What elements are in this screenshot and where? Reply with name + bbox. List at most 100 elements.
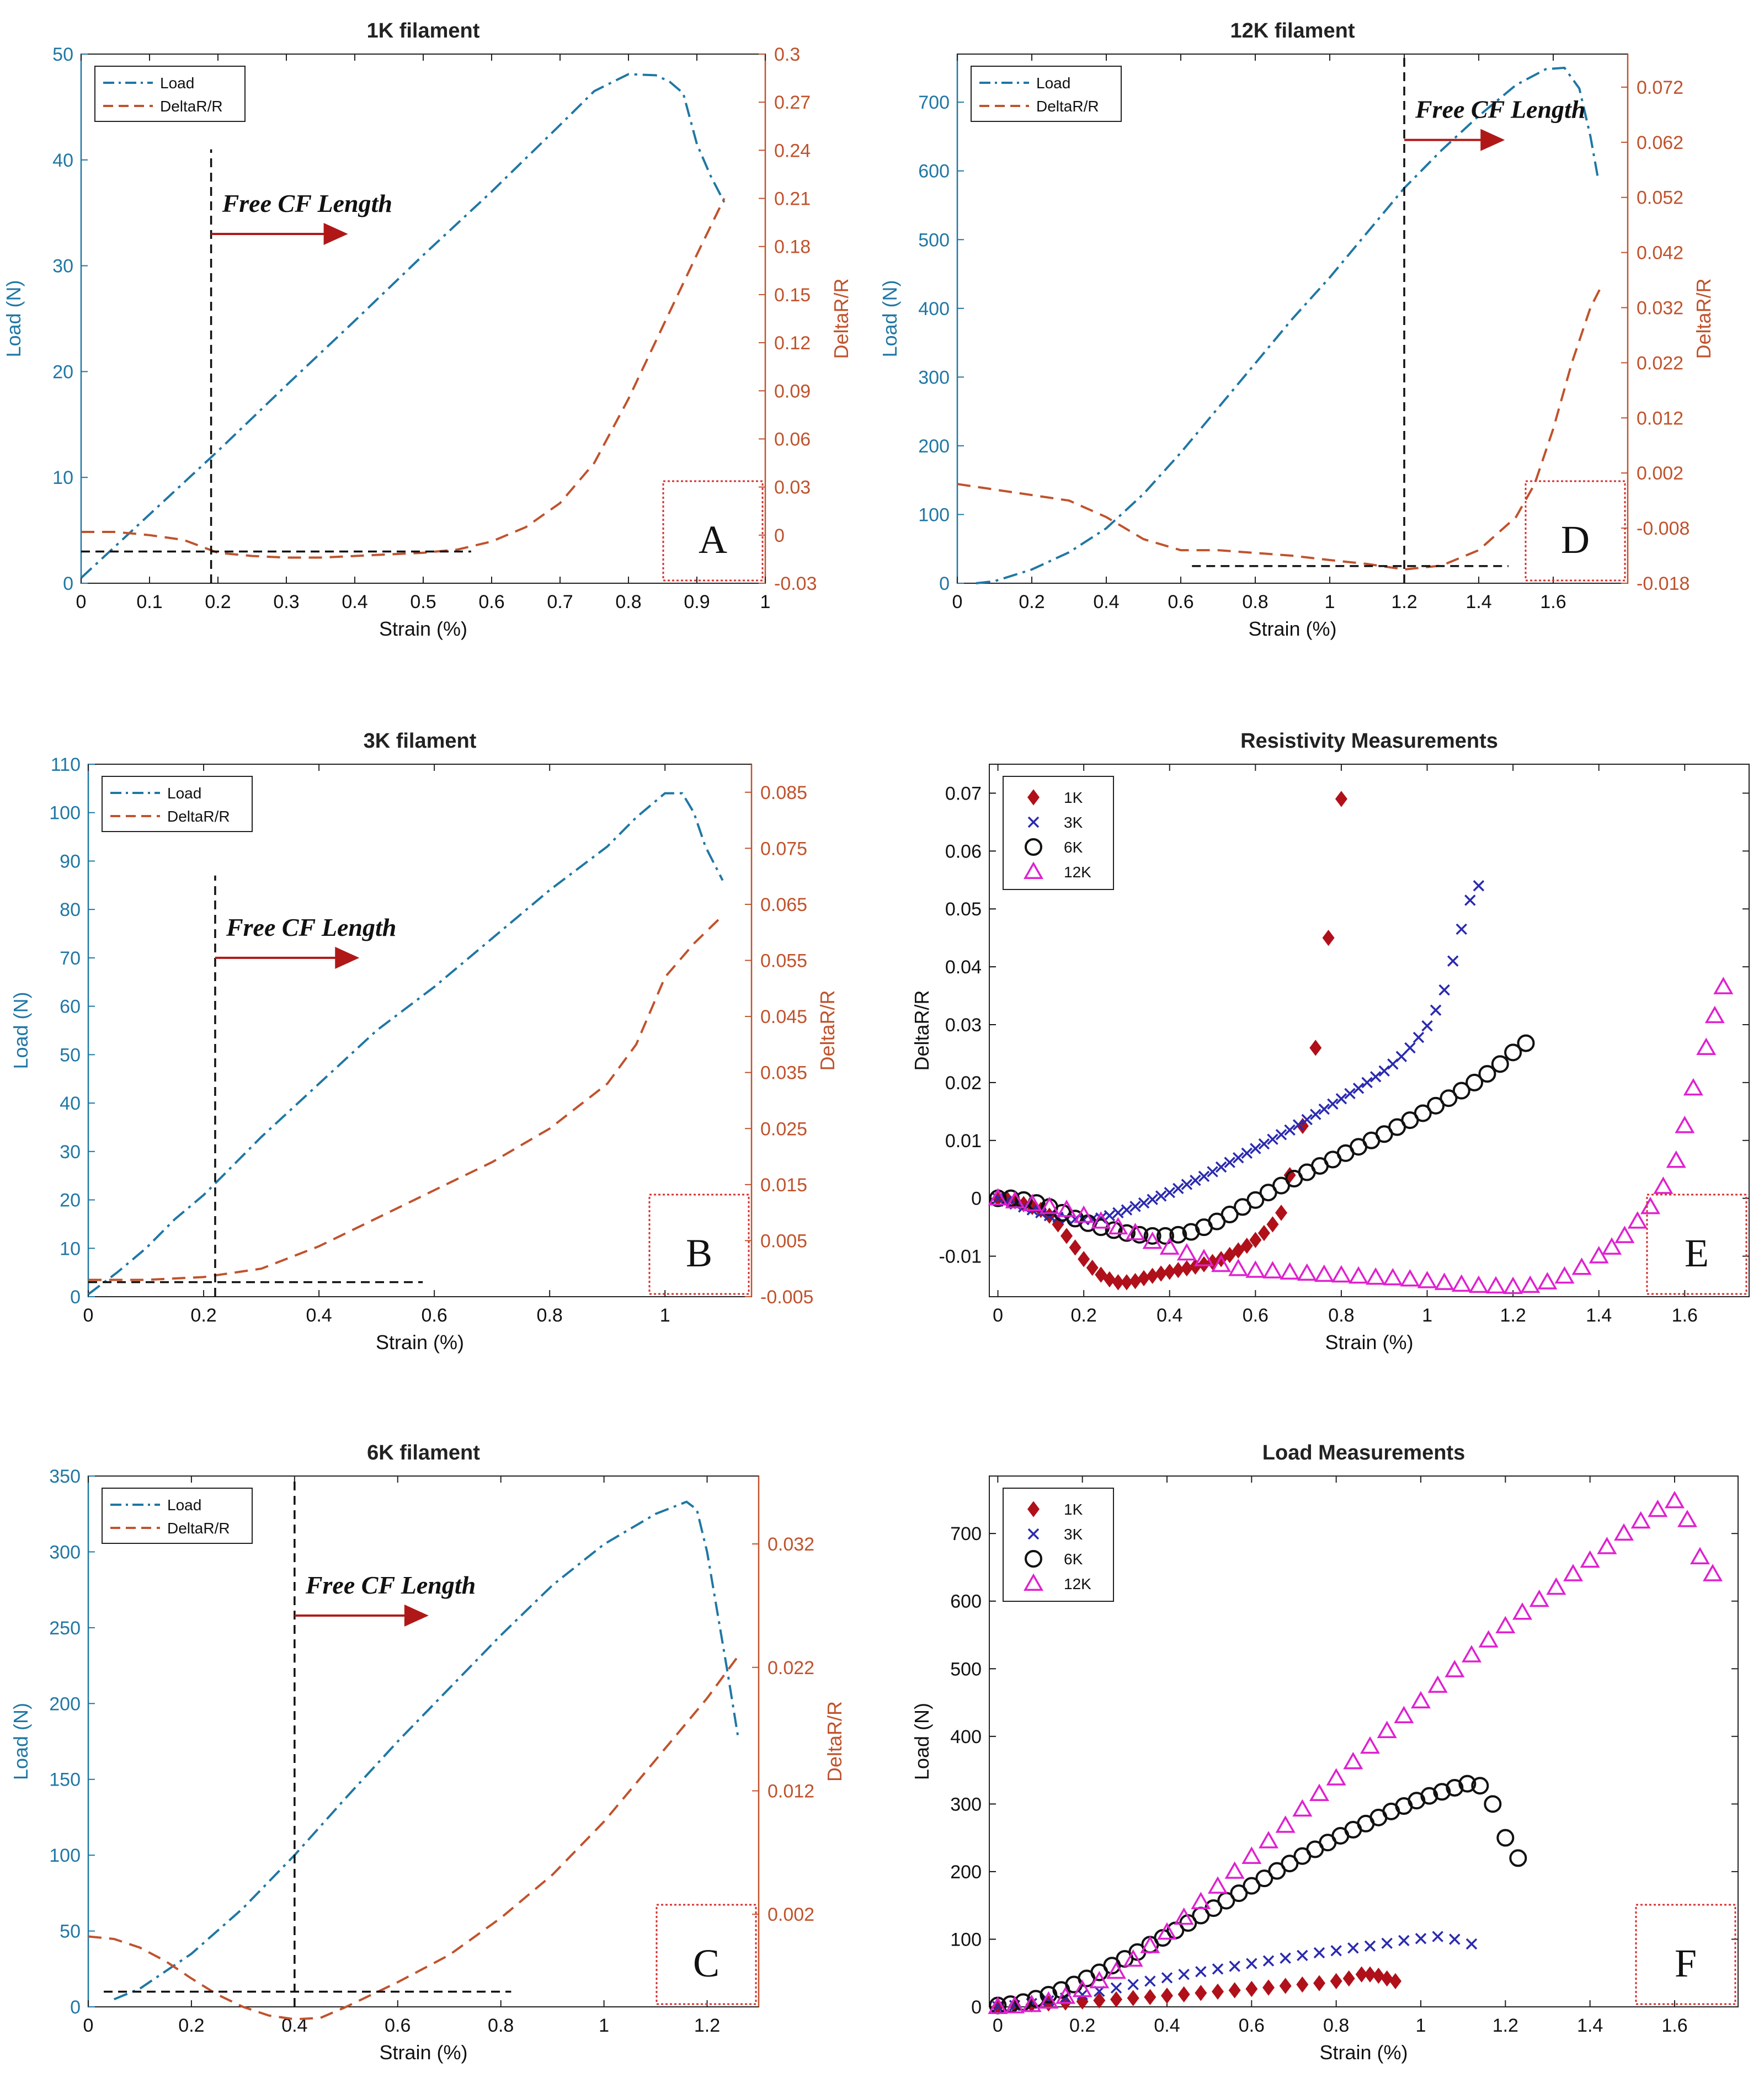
y-tick-label: 0 <box>70 1287 81 1308</box>
data-point <box>1221 1206 1239 1224</box>
data-point <box>1630 1511 1651 1529</box>
data-point <box>1420 1787 1438 1805</box>
data-point <box>1309 1040 1322 1056</box>
data-point <box>1228 1982 1241 1999</box>
y-tick-label: 50 <box>52 44 73 65</box>
x-tick-label: 0.8 <box>488 2015 514 2036</box>
x-tick-label: 1.4 <box>1586 1305 1612 1326</box>
data-point <box>1313 1975 1325 1991</box>
y-tick-label: 100 <box>918 504 950 525</box>
legend-label-1k: 1K <box>1064 1501 1083 1518</box>
x-tick-label: 1 <box>1422 1305 1432 1326</box>
y-tick-label: 600 <box>918 161 950 182</box>
legend-marker-6k <box>1025 1550 1042 1568</box>
y-tick-label: 0.06 <box>945 841 982 862</box>
panel-letter: E <box>1685 1231 1709 1275</box>
y-tick-label: 300 <box>950 1794 982 1815</box>
data-point <box>1355 1966 1368 1983</box>
data-point <box>1078 1251 1090 1267</box>
series-line-load <box>976 66 1599 584</box>
data-point <box>1413 1031 1425 1043</box>
y-right-tick-label: 0.24 <box>774 140 811 161</box>
x-tick-label: 0.2 <box>178 2015 204 2036</box>
x-axis-label: Strain (%) <box>379 617 467 640</box>
y-right-tick-label: 0.065 <box>760 894 807 915</box>
data-point <box>1335 1093 1347 1105</box>
legend-load-label: Load <box>167 785 201 802</box>
data-point <box>1589 1246 1609 1264</box>
y-right-tick-label: -0.03 <box>774 573 817 594</box>
y-tick-label: 0.04 <box>945 957 982 978</box>
data-point <box>1262 1979 1275 1996</box>
data-point <box>1331 1265 1351 1283</box>
data-point <box>1445 1660 1465 1677</box>
data-point <box>1627 1211 1648 1229</box>
y-tick-label: 20 <box>52 361 73 382</box>
x-axis-label: Strain (%) <box>1325 1331 1413 1354</box>
data-point <box>1417 1271 1437 1288</box>
x-tick-label: 1.2 <box>694 2015 720 2036</box>
data-point <box>1215 1161 1227 1173</box>
data-point <box>1364 1966 1376 1983</box>
data-point <box>1495 1616 1516 1634</box>
data-point <box>1309 1783 1330 1801</box>
data-point <box>1648 1499 1668 1517</box>
data-point <box>1241 1846 1262 1864</box>
series-line-deltar <box>957 285 1603 571</box>
y-tick-label: 0.01 <box>945 1131 982 1152</box>
x-tick-label: 0 <box>83 1305 94 1326</box>
legend-box <box>971 66 1122 122</box>
data-point <box>1091 1211 1111 1229</box>
data-point <box>1178 1968 1190 1980</box>
y-tick-label: 0 <box>971 1189 982 1210</box>
data-point <box>1223 1246 1236 1264</box>
y-tick-label: -0.01 <box>939 1246 982 1267</box>
data-point <box>1690 1547 1710 1565</box>
legend-load-label: Load <box>160 74 194 92</box>
data-point <box>1249 1232 1262 1248</box>
x-tick-label: 0.2 <box>205 592 231 612</box>
data-point <box>1284 1124 1296 1136</box>
data-point <box>1349 1266 1369 1284</box>
x-tick-label: 0.8 <box>537 1305 563 1326</box>
panel-b: 3K filament 0 0.2 0.4 0.6 0.8 1 Strain (%) 0 10 20… <box>9 729 839 1354</box>
data-point <box>1257 1224 1270 1242</box>
data-point <box>1613 1523 1634 1541</box>
panel-letter: A <box>699 518 727 562</box>
data-point <box>1140 1936 1160 1953</box>
data-point <box>1246 1958 1257 1969</box>
y-right-tick-label: 0.042 <box>1637 243 1683 264</box>
y-right-tick-label: 0.025 <box>760 1118 807 1139</box>
data-point <box>1330 1945 1342 1957</box>
x-tick-label: 0.1 <box>136 592 162 612</box>
free-cf-arrowhead <box>404 1604 429 1627</box>
data-point <box>1159 1237 1180 1255</box>
data-point <box>1131 1226 1149 1244</box>
y-tick-label: 350 <box>49 1466 81 1487</box>
y-tick-label: 80 <box>60 899 81 920</box>
data-point <box>1211 1254 1232 1272</box>
x-tick-label: 0 <box>83 2015 94 2036</box>
x-tick-label: 1 <box>760 592 771 612</box>
panel-letter-box <box>662 480 764 582</box>
legend-marker-12k <box>1023 1573 1044 1591</box>
y-right-tick-label: 0.12 <box>774 333 811 354</box>
data-point <box>1174 1907 1194 1925</box>
y-tick-label: 0.02 <box>945 1073 982 1094</box>
data-point <box>1452 1082 1470 1100</box>
y-tick-label: 0.03 <box>945 1015 982 1036</box>
y-tick-label: 700 <box>950 1523 982 1544</box>
data-point <box>1268 1862 1286 1880</box>
x-tick-label: 0.7 <box>547 592 573 612</box>
y-axis-label: Load (N) <box>9 1703 32 1780</box>
data-point <box>1157 1922 1177 1940</box>
data-point <box>1027 1990 1045 2008</box>
data-point <box>1389 1973 1401 1990</box>
x-tick-label: 0.6 <box>421 1305 447 1326</box>
y-right-tick-label: 0.18 <box>774 237 811 258</box>
data-point <box>1597 1537 1617 1554</box>
data-point <box>1129 1201 1141 1212</box>
data-point <box>1280 1262 1300 1280</box>
data-point <box>1297 1949 1308 1962</box>
